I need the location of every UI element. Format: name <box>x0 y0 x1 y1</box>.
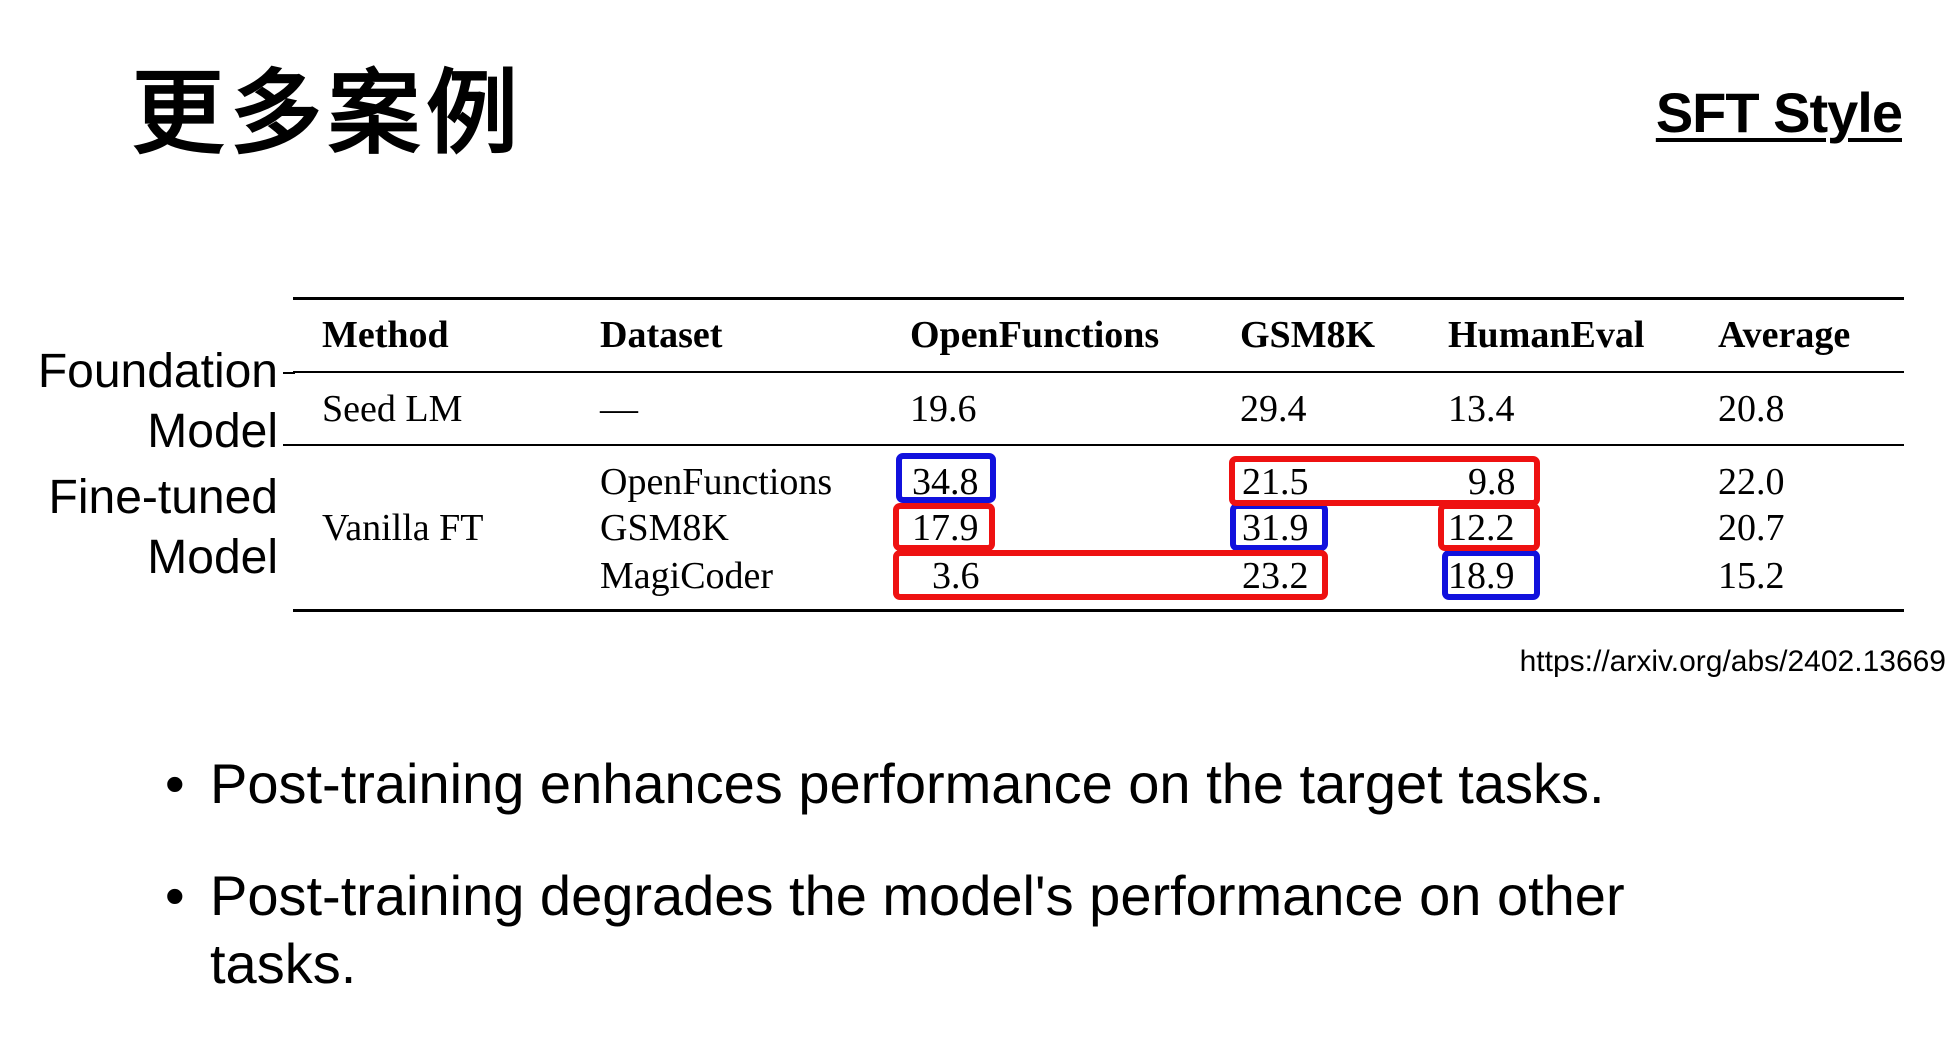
header-openfunctions: OpenFunctions <box>910 314 1160 356</box>
seed-openfunctions: 19.6 <box>910 388 977 430</box>
bullet-list: • Post-training enhances performance on … <box>165 750 1885 1042</box>
highlight-gsm8k-degraded-humaneval <box>1438 503 1540 551</box>
bullet-item: • Post-training degrades the model's per… <box>165 862 1885 998</box>
citation-link[interactable]: https://arxiv.org/abs/2402.13669 <box>1519 645 1946 678</box>
seed-humaneval: 13.4 <box>1448 388 1515 430</box>
foundation-leader-line-2 <box>283 444 295 446</box>
row-magicoder-openfunctions: 3.6 <box>932 555 980 597</box>
highlight-openfunctions-degraded <box>1229 456 1540 506</box>
highlight-magicoder-degraded <box>893 550 1328 600</box>
bullet-text: Post-training degrades the model's perfo… <box>210 864 1625 995</box>
row-gsm8k-gsm8k: 31.9 <box>1242 507 1309 549</box>
row-magicoder-gsm8k: 23.2 <box>1242 555 1309 597</box>
table-header-rule <box>293 371 1904 373</box>
bullet-item: • Post-training enhances performance on … <box>165 750 1885 818</box>
row-gsm8k-openfunctions: 17.9 <box>912 507 979 549</box>
bullet-text: Post-training enhances performance on th… <box>210 752 1605 815</box>
row-gsm8k-humaneval: 12.2 <box>1448 507 1515 549</box>
table-top-rule <box>293 297 1904 300</box>
row-gsm8k-average: 20.7 <box>1718 507 1785 549</box>
foundation-label-line-2: Model <box>147 405 278 458</box>
highlight-gsm8k-target <box>1230 503 1328 551</box>
foundation-model-label: Foundation Model <box>38 342 278 462</box>
row-openfunctions-average: 22.0 <box>1718 461 1785 503</box>
row-magicoder-dataset: MagiCoder <box>600 555 774 597</box>
finetuned-model-label: Fine-tuned Model <box>49 468 278 588</box>
seed-average: 20.8 <box>1718 388 1785 430</box>
highlight-gsm8k-degraded-openfunctions <box>893 503 995 551</box>
bullet-dot-icon: • <box>165 864 185 927</box>
row-openfunctions-gsm8k: 21.5 <box>1242 461 1309 503</box>
header-average: Average <box>1718 314 1851 356</box>
seed-gsm8k: 29.4 <box>1240 388 1307 430</box>
foundation-label-line-1: Foundation <box>37 345 278 398</box>
row-openfunctions-dataset: OpenFunctions <box>600 461 833 503</box>
row-gsm8k-dataset: GSM8K <box>600 507 729 549</box>
seed-method: Seed LM <box>322 388 463 430</box>
highlight-openfunctions-target <box>896 453 996 503</box>
sft-style-tag: SFT Style <box>1655 81 1903 144</box>
header-humaneval: HumanEval <box>1448 314 1645 356</box>
row-magicoder-average: 15.2 <box>1718 555 1785 597</box>
seed-dataset: — <box>600 388 638 430</box>
table-seed-rule <box>293 444 1904 446</box>
bullet-dot-icon: • <box>165 752 185 815</box>
table-bottom-rule <box>293 609 1904 612</box>
row-openfunctions-humaneval: 9.8 <box>1468 461 1516 503</box>
foundation-leader-line <box>283 372 295 374</box>
finetuned-label-line-1: Fine-tuned <box>48 471 278 524</box>
row-magicoder-humaneval: 18.9 <box>1448 555 1515 597</box>
header-method: Method <box>322 314 449 356</box>
header-dataset: Dataset <box>600 314 723 356</box>
header-gsm8k: GSM8K <box>1240 314 1376 356</box>
finetuned-label-line-2: Model <box>147 531 278 584</box>
vanilla-method: Vanilla FT <box>322 507 484 549</box>
slide-title: 更多案例 <box>132 60 525 167</box>
row-openfunctions-openfunctions: 34.8 <box>912 461 979 503</box>
highlight-humaneval-target <box>1442 550 1540 600</box>
